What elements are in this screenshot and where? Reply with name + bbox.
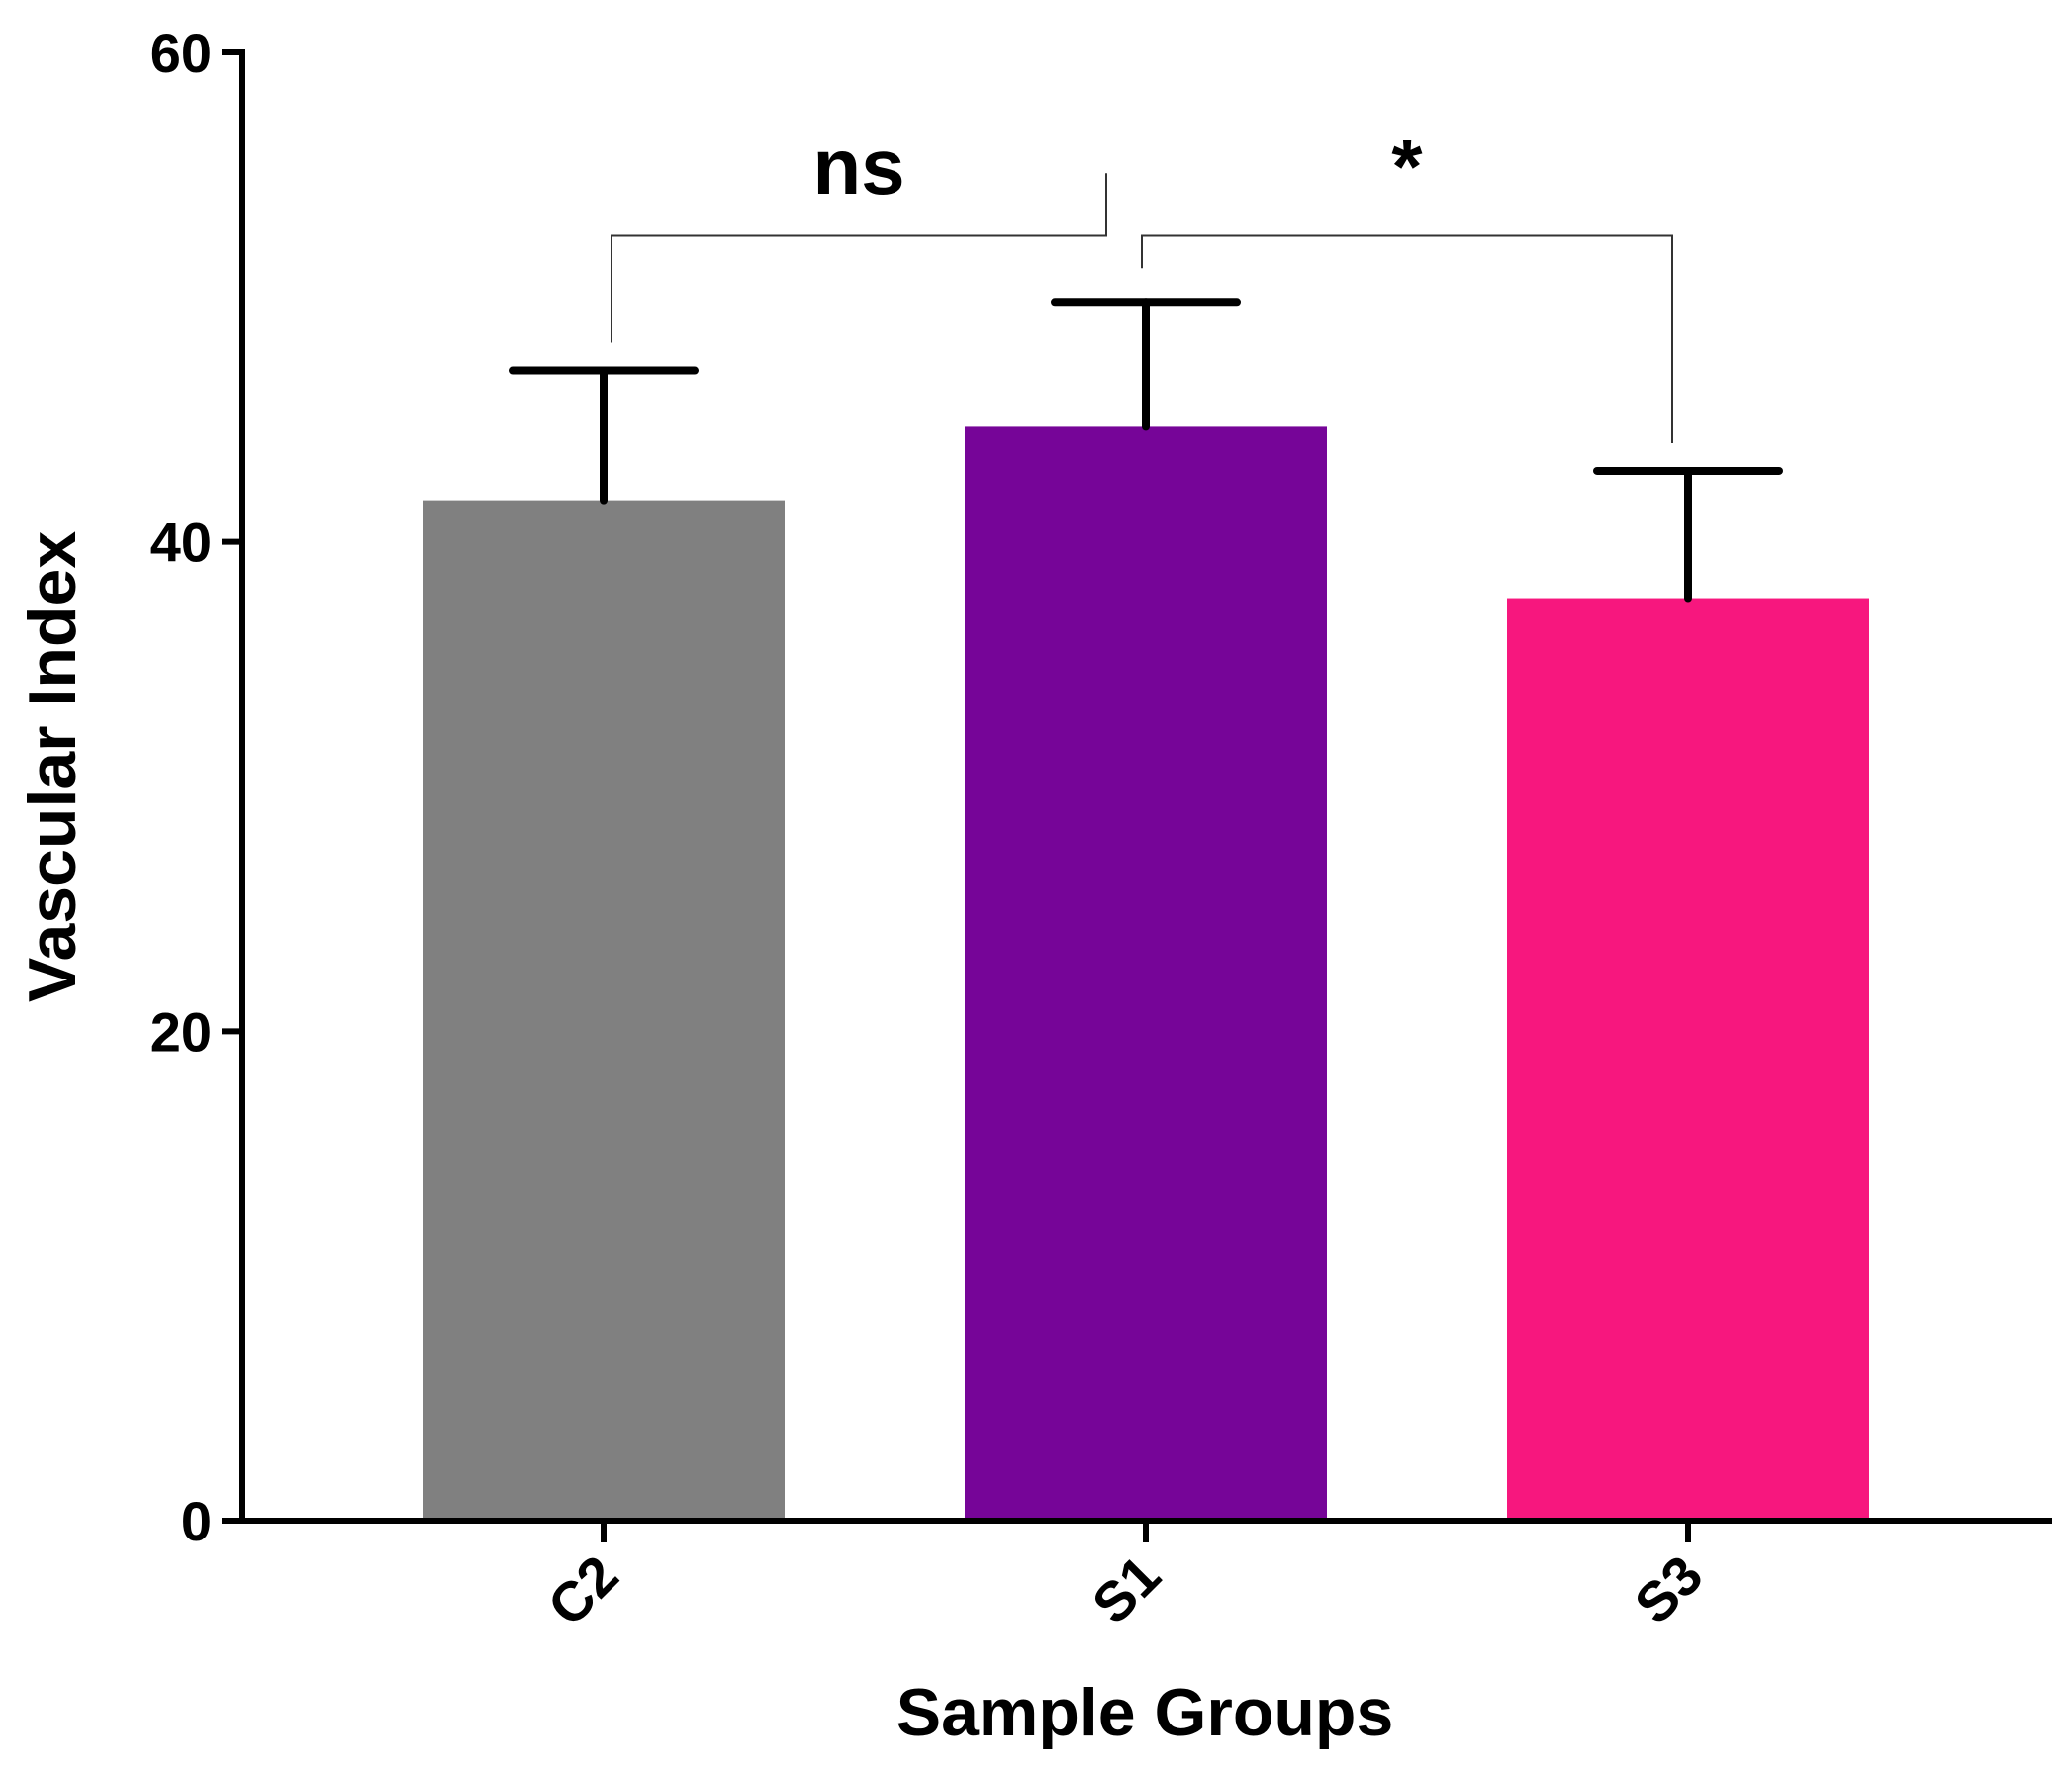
y-tick-label-40: 40 bbox=[150, 512, 212, 574]
y-ticks-group: 0 20 40 60 bbox=[150, 22, 242, 1552]
x-tick-label-s1: S1 bbox=[1081, 1543, 1173, 1635]
significance-bracket-2 bbox=[1141, 234, 1673, 443]
x-tick-label-c2: C2 bbox=[535, 1543, 629, 1637]
significance-group: ns * bbox=[611, 123, 1673, 443]
significance-label-2: * bbox=[1391, 123, 1423, 211]
bar-s1 bbox=[965, 426, 1327, 1521]
significance-bracket-1 bbox=[611, 173, 1107, 343]
y-tick-label-0: 0 bbox=[181, 1490, 212, 1552]
y-tick-label-20: 20 bbox=[150, 1000, 212, 1063]
bar-c2 bbox=[423, 500, 785, 1521]
y-axis-title: Vascular Index bbox=[15, 531, 90, 1002]
x-tick-label-s3: S3 bbox=[1623, 1543, 1715, 1635]
y-tick-label-60: 60 bbox=[150, 22, 212, 84]
axes-group bbox=[222, 49, 2052, 1524]
significance-label-1: ns bbox=[812, 123, 904, 211]
bars-group bbox=[423, 426, 1869, 1521]
bar-s3 bbox=[1507, 598, 1869, 1521]
error-bars-group bbox=[509, 298, 1783, 603]
x-ticks-group: C2 S1 S3 bbox=[535, 1521, 1714, 1637]
x-axis-title: Sample Groups bbox=[896, 1675, 1394, 1750]
